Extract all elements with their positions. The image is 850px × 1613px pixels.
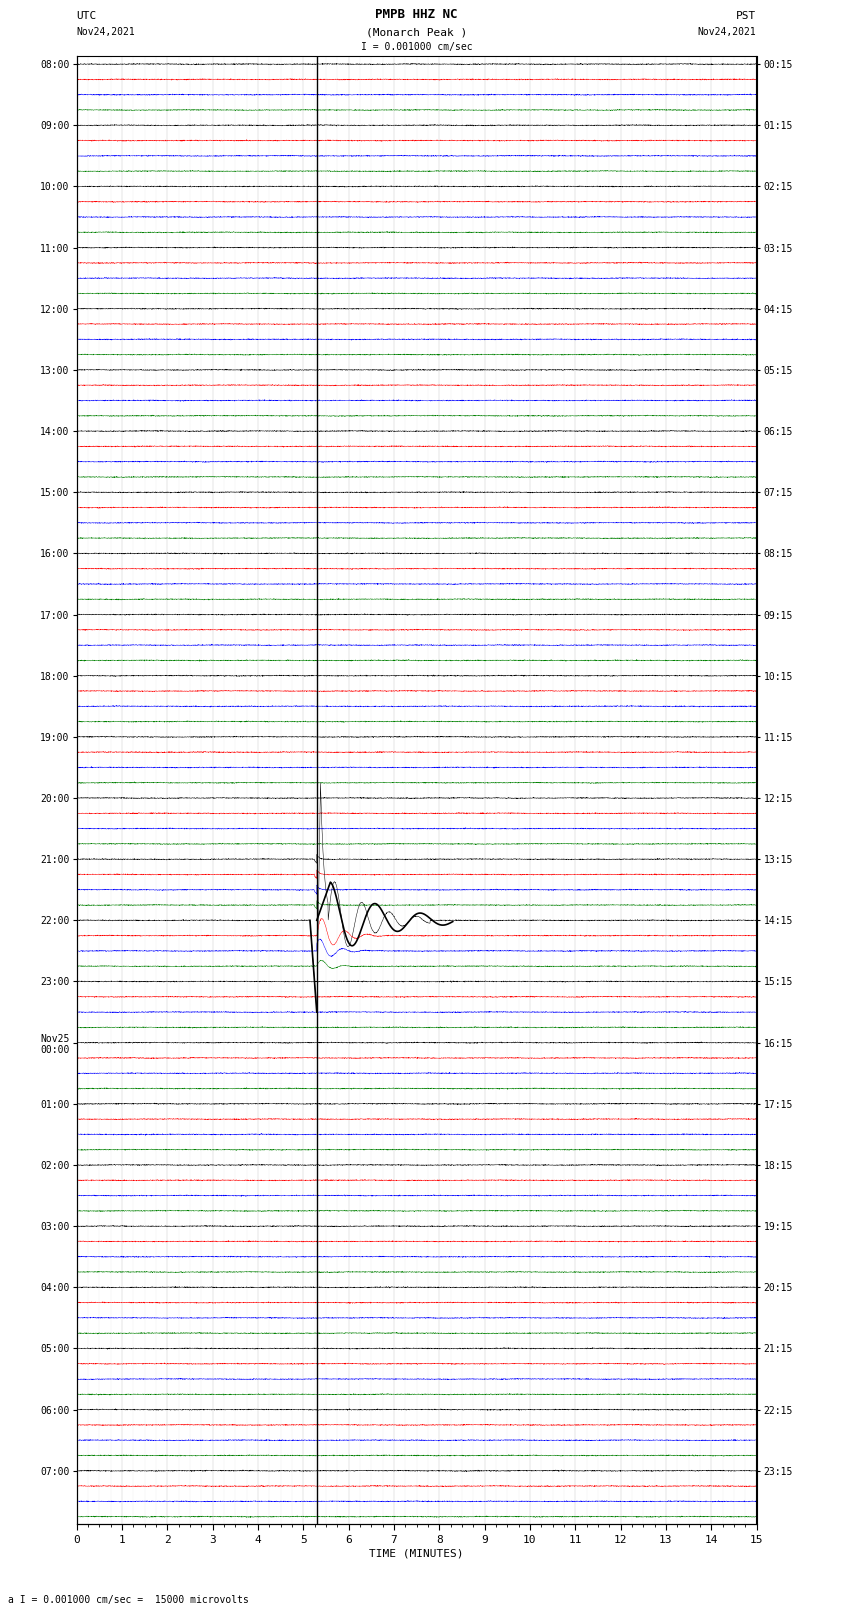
Text: PMPB HHZ NC: PMPB HHZ NC xyxy=(375,8,458,21)
Text: Nov24,2021: Nov24,2021 xyxy=(698,27,756,37)
Text: Nov24,2021: Nov24,2021 xyxy=(76,27,135,37)
Text: a I = 0.001000 cm/sec =  15000 microvolts: a I = 0.001000 cm/sec = 15000 microvolts xyxy=(8,1595,249,1605)
X-axis label: TIME (MINUTES): TIME (MINUTES) xyxy=(369,1548,464,1558)
Text: (Monarch Peak ): (Monarch Peak ) xyxy=(366,27,468,37)
Text: I = 0.001000 cm/sec: I = 0.001000 cm/sec xyxy=(360,42,473,52)
Text: UTC: UTC xyxy=(76,11,97,21)
Text: PST: PST xyxy=(736,11,756,21)
